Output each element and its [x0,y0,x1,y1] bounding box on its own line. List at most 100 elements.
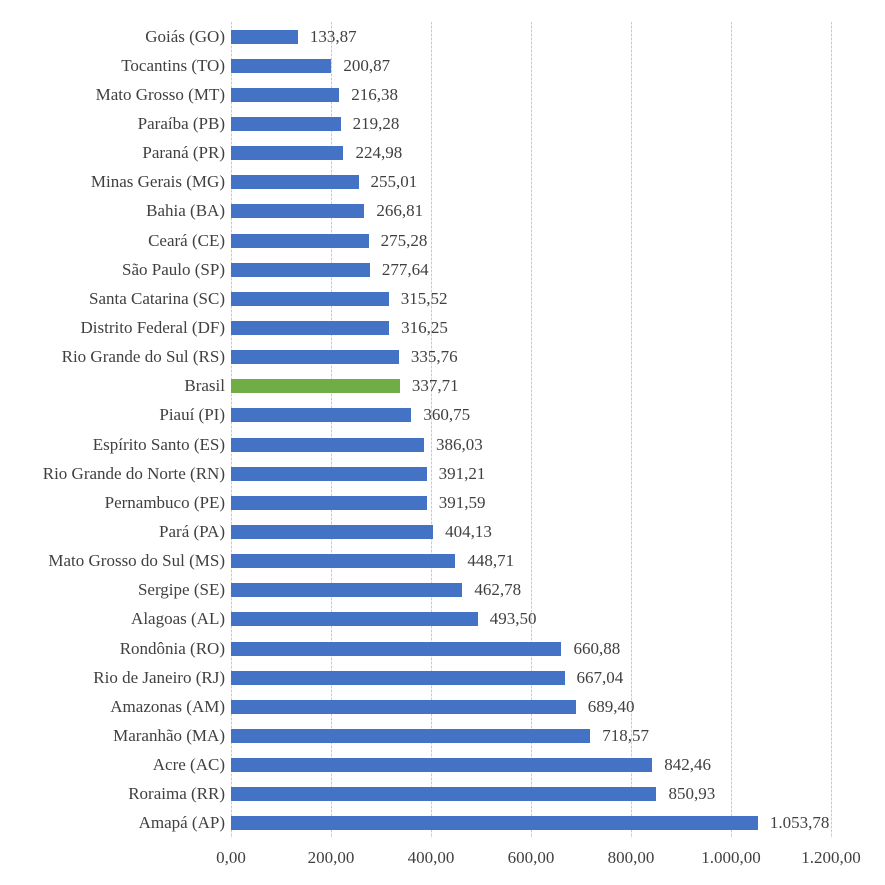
value-label: 266,81 [376,201,424,221]
bar [231,291,389,306]
value-label: 493,50 [489,609,537,629]
bar-row: Santa Catarina (SC) 315,52 [0,284,885,313]
category-label: Paraná (PR) [142,143,225,163]
bar-row: Rio Grande do Sul (RS) 335,76 [0,343,885,372]
bar [231,728,591,743]
bar-row: Roraima (RR) 850,93 [0,780,885,809]
gridline [631,22,632,838]
value-label: 386,03 [436,434,483,454]
bar-row: Rio Grande do Norte (RN) 391,21 [0,459,885,488]
category-label: Bahia (BA) [146,201,225,221]
bar-row: Brasil 337,71 [0,372,885,401]
value-label: 391,59 [438,492,486,512]
bar [231,204,365,219]
bar [231,641,562,656]
x-axis-tick-label: 800,00 [607,848,655,867]
value-label: 404,13 [445,521,492,541]
category-label: Minas Gerais (MG) [90,172,225,192]
value-label: 315,52 [400,288,448,308]
bar [231,466,427,481]
category-label: Rio Grande do Norte (RN) [42,463,225,483]
bar [231,58,332,73]
bar-row: Acre (AC) 842,46 [0,751,885,780]
value-label: 200,87 [343,55,391,75]
category-label: Tocantins (TO) [121,55,225,75]
gridline [531,22,532,838]
gridline [731,22,732,838]
category-label: Pernambuco (PE) [104,492,225,512]
gridline [331,22,332,838]
bar [231,116,341,131]
bar-row: Tocantins (TO) 200,87 [0,51,885,80]
value-label: 660,88 [573,638,621,658]
value-label: 335,76 [410,347,458,367]
bar [231,495,427,510]
bar [231,437,424,452]
bar [231,612,478,627]
x-axis-tick-label: 1.000,00 [701,848,761,867]
bar-highlight [231,379,400,394]
category-label: Espírito Santo (ES) [92,434,225,454]
bar-row: Sergipe (SE) 462,78 [0,576,885,605]
bar-row: Paraíba (PB) 219,28 [0,109,885,138]
value-label: 255,01 [370,172,418,192]
bar [231,146,344,161]
bar-row: Mato Grosso (MT) 216,38 [0,80,885,109]
value-label: 850,93 [668,784,716,804]
bar [231,175,359,190]
value-label: 216,38 [351,84,398,104]
bar-row: Distrito Federal (DF) 316,25 [0,313,885,342]
category-label: Sergipe (SE) [137,580,225,600]
value-label: 337,71 [411,376,459,396]
value-label: 391,21 [438,463,486,483]
bar [231,408,412,423]
bar-row: Goiás (GO) 133,87 [0,22,885,51]
bar [231,816,758,831]
value-label: 718,57 [602,725,650,745]
bar [231,87,340,102]
x-axis-tick-label: 0,00 [216,848,246,867]
gridline [231,22,232,838]
bar-row: Rio de Janeiro (RJ) 667,04 [0,663,885,692]
value-label: 224,98 [355,143,403,163]
bar-row: Amapá (AP) 1.053,78 [0,809,885,838]
category-label: Rondônia (RO) [119,638,225,658]
value-label: 842,46 [664,755,711,775]
value-label: 277,64 [381,259,429,279]
bar-row: Alagoas (AL) 493,50 [0,605,885,634]
bar-row: Mato Grosso do Sul (MS) 448,71 [0,547,885,576]
category-label: Goiás (GO) [145,26,225,46]
category-label: Distrito Federal (DF) [80,317,225,337]
bar-row: Maranhão (MA) 718,57 [0,721,885,750]
bar [231,350,399,365]
category-label: Rio Grande do Sul (RS) [61,347,225,367]
bar [231,583,463,598]
category-label: Mato Grosso do Sul (MS) [48,551,225,571]
bar [231,29,298,44]
bar [231,320,390,335]
bar [231,787,657,802]
value-label: 689,40 [587,696,635,716]
bar-row: Pernambuco (PE) 391,59 [0,488,885,517]
bar [231,524,434,539]
bar-row: Piauí (PI) 360,75 [0,401,885,430]
bar-row: Minas Gerais (MG) 255,01 [0,168,885,197]
category-label: Paraíba (PB) [137,113,225,133]
bar-row: Espírito Santo (ES) 386,03 [0,430,885,459]
gridline [831,22,832,838]
category-label: Rio de Janeiro (RJ) [93,667,225,687]
bar-row: São Paulo (SP) 277,64 [0,255,885,284]
category-label: Amazonas (AM) [110,696,225,716]
bar [231,758,653,773]
value-label: 275,28 [380,230,428,250]
value-label: 448,71 [467,551,515,571]
gridline [431,22,432,838]
bar [231,262,370,277]
value-label: 462,78 [474,580,522,600]
bar [231,670,565,685]
x-axis-tick-label: 200,00 [307,848,355,867]
category-label: Alagoas (AL) [131,609,225,629]
category-label: Acre (AC) [152,755,225,775]
